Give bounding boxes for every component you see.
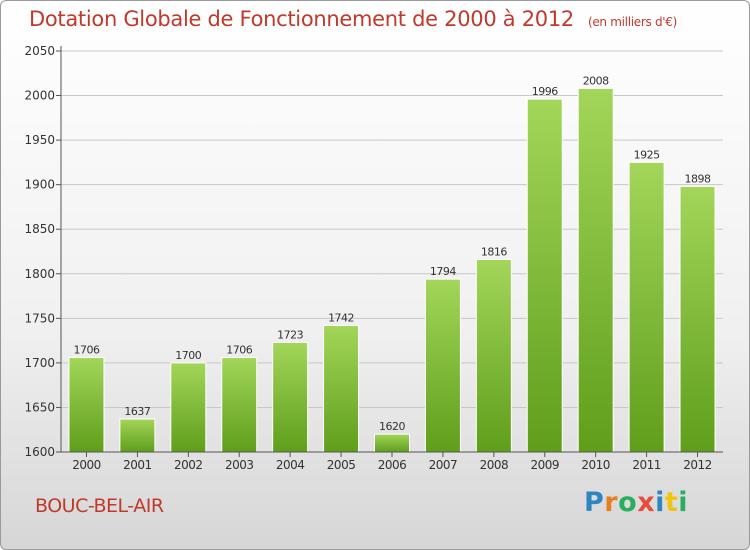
title-text: Dotation Globale de Fonctionnement de 20… [29,7,574,31]
proxiti-logo: Proxiti [584,487,689,518]
value-label-2011: 1925 [634,148,660,161]
value-label-2000: 1706 [73,344,99,357]
city-name: BOUC-BEL-AIR [35,495,164,517]
x-tick-label-2002: 2002 [174,458,203,472]
bar-2005 [323,324,360,453]
bar-2008 [475,259,512,453]
value-label-2004: 1723 [277,328,303,341]
y-tick-label: 1700 [24,356,55,370]
value-label-2001: 1637 [124,405,150,418]
axes [56,46,723,457]
value-label-2009: 1996 [532,85,558,98]
x-tick-label-2007: 2007 [429,458,458,472]
x-tick-label-2011: 2011 [632,458,661,472]
x-tick-label-2009: 2009 [530,458,559,472]
x-tick-label-2005: 2005 [327,458,356,472]
x-tick-label-2003: 2003 [225,458,254,472]
bar-2003 [221,357,258,453]
bar-2006 [374,433,410,453]
value-label-2006: 1620 [379,420,405,433]
y-tick-label: 1950 [24,133,55,147]
x-tick-label-2008: 2008 [480,458,509,472]
bar-2000 [68,357,105,453]
y-tick-label: 1900 [24,178,55,192]
x-tick-label-2012: 2012 [683,458,712,472]
labels: 1600 1650 1700 1750 1800 1850 1900 1950 2000 2050… [24,44,712,472]
title-unit: (en milliers d'€) [587,15,677,29]
x-tick-label-2001: 2001 [123,458,152,472]
value-label-2005: 1742 [328,311,354,324]
x-tick-label-2004: 2004 [276,458,305,472]
bar-2004 [272,341,309,453]
grid-lines [61,50,723,453]
bar-2002 [170,362,207,453]
y-tick-label: 1750 [24,311,55,325]
y-tick-label: 2050 [24,44,55,58]
value-label-2010: 2008 [583,74,609,87]
bar-2012 [679,185,716,453]
bar-2011 [628,161,665,453]
value-label-2008: 1816 [481,246,507,259]
x-tick-label-2010: 2010 [581,458,610,472]
bar-2001 [119,418,156,453]
chart-title: Dotation Globale de Fonctionnement de 20… [29,7,677,31]
value-label-2007: 1794 [430,265,456,278]
y-tick-label: 2000 [24,89,55,103]
y-tick-label: 1850 [24,222,55,236]
bars [68,87,716,453]
value-label-2012: 1898 [685,172,711,185]
y-tick-label: 1650 [24,400,55,414]
value-label-2002: 1700 [175,349,201,362]
y-tick-label: 1800 [24,267,55,281]
bar-2007 [424,278,461,453]
bar-2009 [526,98,563,453]
x-tick-label-2006: 2006 [378,458,407,472]
y-tick-label: 1600 [24,445,55,459]
bar-2010 [577,87,614,453]
value-label-2003: 1706 [226,344,252,357]
x-tick-label-2000: 2000 [72,458,101,472]
